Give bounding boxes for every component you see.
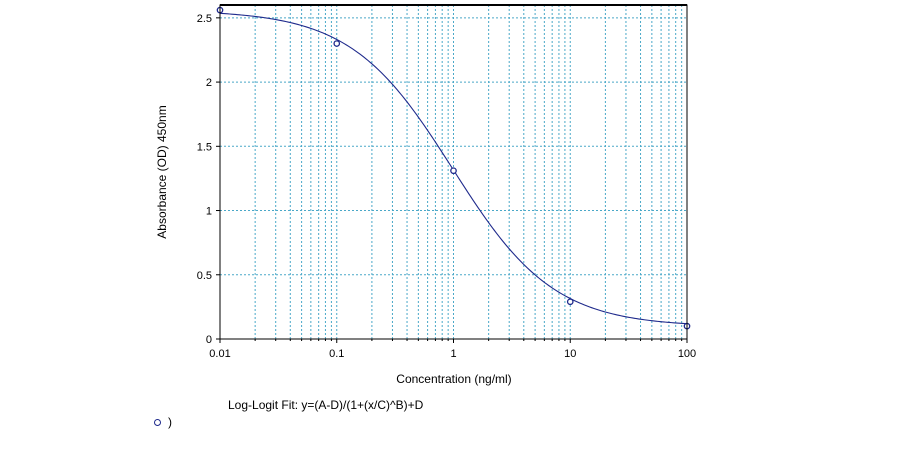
y-tick-label: 2.5	[197, 13, 212, 25]
y-axis-label: Absorbance (OD) 450nm	[155, 105, 169, 238]
data-point	[333, 40, 341, 47]
data-points-layer	[216, 6, 691, 330]
x-tick-label: 100	[678, 348, 696, 360]
y-tick-label: 0.5	[197, 270, 212, 282]
data-point	[450, 167, 457, 175]
y-tick-label: 2	[206, 77, 212, 89]
legend-series-name: )	[168, 415, 172, 429]
y-tick-label: 1.5	[197, 141, 212, 153]
x-tick-label: 1	[450, 348, 456, 360]
x-tick-label: 10	[564, 348, 576, 360]
legend-marker-icon	[154, 418, 161, 426]
fit-equation-label: Log-Logit Fit: y=(A-D)/(1+(x/C)^B)+D	[228, 398, 424, 412]
tick-labels-layer: 0.01 0.1 1 10 100 0 0.5 1 1.5 2 2.5	[197, 13, 696, 360]
y-tick-label: 0	[206, 334, 212, 346]
legend: )	[154, 415, 172, 429]
x-tick-label: 0.1	[329, 348, 344, 360]
data-point	[566, 298, 574, 306]
x-axis-label: Concentration (ng/ml)	[396, 372, 511, 386]
x-tick-label: 0.01	[209, 348, 230, 360]
y-tick-label: 1	[206, 206, 212, 218]
